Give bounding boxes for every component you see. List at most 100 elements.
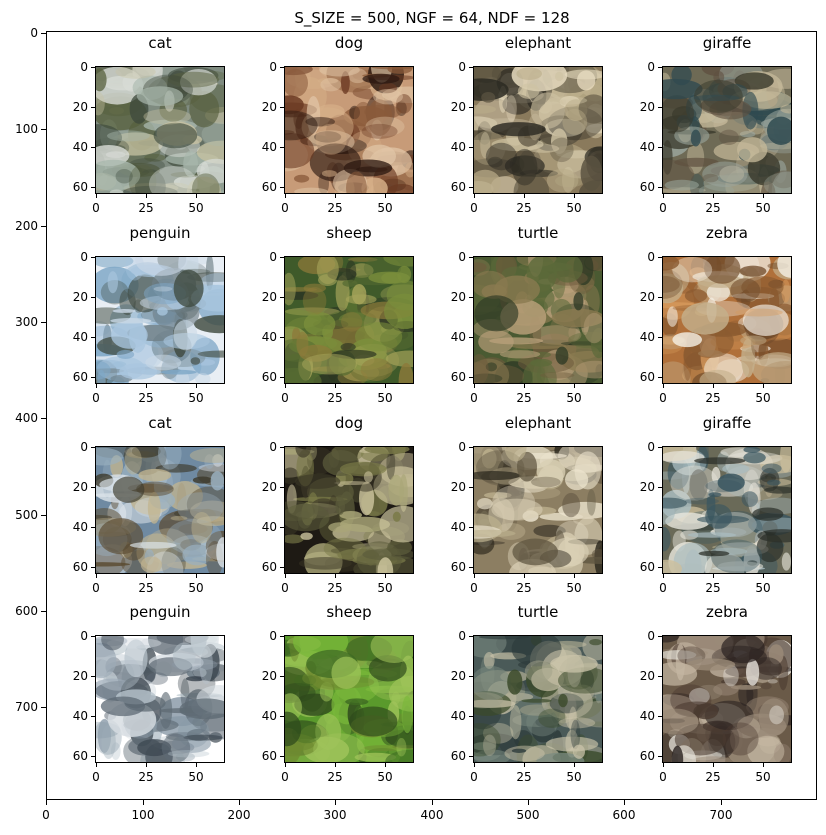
panel-y-tick [280,107,284,108]
panel-x-tick-label: 0 [92,201,100,215]
panel-y-tick-label: 40 [72,709,88,723]
outer-x-tick [624,800,625,805]
panel-y-tick [469,716,473,717]
panel-y-tick [658,676,662,677]
panel-y-tick-label: 0 [80,250,88,264]
panel-title: cat [148,414,172,432]
panel-y-tick [469,756,473,757]
panel-y-tick [469,527,473,528]
panel-title: sheep [326,224,372,242]
panel-x-tick [285,384,286,388]
image-panel-dog: dog 0 20 40 60 0 25 50 [229,412,419,602]
panel-y-tick [280,567,284,568]
panel-y-tick-label: 20 [72,100,88,114]
panel-x-tick [713,384,714,388]
panel-y-tick-label: 40 [261,520,277,534]
panel-y-tick-label: 40 [261,330,277,344]
panel-x-tick-label: 25 [516,391,532,405]
panel-y-tick-label: 20 [639,100,655,114]
generated-image-texture [474,636,602,762]
panel-y-tick-label: 60 [261,370,277,384]
panel-y-tick-label: 60 [450,560,466,574]
outer-y-tick-label: 700 [15,700,38,714]
panel-x-tick-label: 25 [705,391,721,405]
panel-y-tick [658,187,662,188]
panel-x-tick-label: 0 [659,391,667,405]
panel-x-tick-label: 0 [92,581,100,595]
panel-y-tick-label: 0 [80,60,88,74]
panel-y-tick-label: 60 [261,560,277,574]
panel-y-tick-label: 20 [450,669,466,683]
image-panel-sheep: sheep 0 20 40 60 0 25 50 [229,601,419,791]
panel-y-tick-label: 60 [72,560,88,574]
outer-x-tick [239,800,240,805]
panel-y-tick-label: 40 [639,520,655,534]
panel-x-tick [146,574,147,578]
panel-x-tick [385,384,386,388]
panel-y-tick [280,147,284,148]
image-panel-elephant: elephant 0 20 40 60 0 25 50 [418,32,608,222]
panel-x-tick-label: 0 [470,201,478,215]
image-panel-cat: cat 0 20 40 60 0 25 50 [40,412,230,602]
panel-x-tick-label: 25 [705,770,721,784]
panel-y-tick-label: 0 [269,440,277,454]
panel-x-tick-label: 25 [138,770,154,784]
panel-title: giraffe [702,414,752,432]
panel-y-tick-label: 0 [458,250,466,264]
panel-x-tick [763,194,764,198]
panel-y-tick [469,636,473,637]
panel-x-tick-label: 25 [327,201,343,215]
outer-y-tick [41,322,46,323]
outer-y-tick [41,226,46,227]
panel-x-tick [574,574,575,578]
panel-y-tick [280,527,284,528]
panel-y-tick-label: 40 [450,709,466,723]
panel-y-tick [469,257,473,258]
outer-x-tick-label: 100 [131,808,155,822]
panel-y-tick-label: 20 [450,480,466,494]
panel-y-tick-label: 0 [269,60,277,74]
panel-x-tick-label: 25 [516,770,532,784]
panel-y-tick [280,676,284,677]
panel-y-tick-label: 20 [72,290,88,304]
panel-y-tick-label: 20 [261,669,277,683]
panel-x-tick [285,763,286,767]
panel-y-tick-label: 60 [450,370,466,384]
panel-y-tick [91,377,95,378]
outer-x-tick-label: 200 [227,808,251,822]
panel-y-tick [469,487,473,488]
panel-x-tick [474,194,475,198]
panel-x-tick [713,194,714,198]
panel-x-tick-label: 50 [377,581,393,595]
generated-image [284,256,414,384]
panel-x-tick [524,574,525,578]
outer-x-tick-label: 300 [323,808,347,822]
panel-title: elephant [504,414,572,432]
generated-image-texture [96,257,224,383]
panel-y-tick-label: 60 [639,180,655,194]
image-panel-penguin: penguin 0 20 40 60 0 25 50 [40,222,230,412]
panel-x-tick-label: 25 [516,201,532,215]
panel-y-tick-label: 60 [450,180,466,194]
outer-y-tick-label: 300 [15,315,38,329]
panel-y-tick [658,636,662,637]
panel-y-tick [658,756,662,757]
panel-x-tick-label: 25 [138,391,154,405]
panel-y-tick-label: 60 [261,180,277,194]
outer-x-tick [143,800,144,805]
panel-y-tick [280,756,284,757]
panel-x-tick-label: 0 [659,201,667,215]
panel-x-tick-label: 0 [281,391,289,405]
panel-x-tick [146,384,147,388]
panel-y-tick-label: 20 [639,480,655,494]
figure-title: S_SIZE = 500, NGF = 64, NDF = 128 [294,9,570,27]
panel-y-tick-label: 0 [269,250,277,264]
panel-x-tick-label: 25 [327,770,343,784]
panel-y-tick [469,377,473,378]
panel-y-tick-label: 20 [639,290,655,304]
panel-x-tick-label: 50 [566,201,582,215]
panel-x-tick-label: 50 [188,391,204,405]
panel-x-tick-label: 50 [188,581,204,595]
panel-y-tick [658,716,662,717]
outer-y-tick [41,515,46,516]
